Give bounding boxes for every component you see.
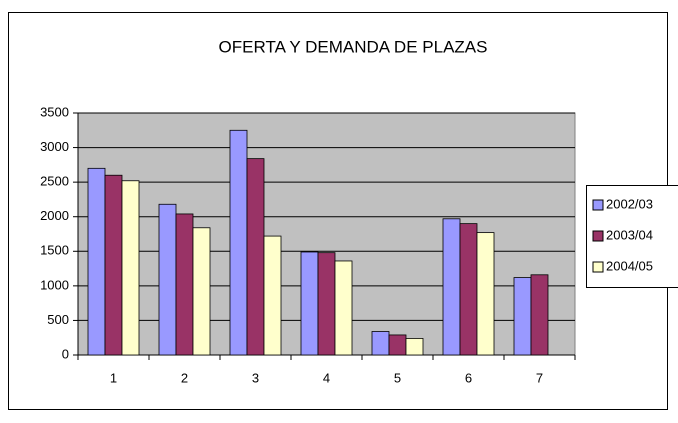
bar <box>176 214 193 355</box>
bar <box>389 335 406 355</box>
y-tick-label: 2500 <box>40 174 69 189</box>
legend-label: 2003/04 <box>606 227 653 242</box>
y-tick-label: 1500 <box>40 243 69 258</box>
x-tick-label: 4 <box>323 370 330 385</box>
bar <box>88 168 105 355</box>
x-tick-label: 3 <box>252 370 259 385</box>
bar <box>514 278 531 355</box>
y-tick-label: 3500 <box>40 104 69 119</box>
x-tick-label: 6 <box>465 370 472 385</box>
legend-swatch <box>593 262 603 272</box>
bar <box>105 175 122 355</box>
legend-label: 2004/05 <box>606 258 653 273</box>
bar <box>230 130 247 355</box>
x-tick-label: 7 <box>536 370 543 385</box>
chart-title: OFERTA Y DEMANDA DE PLAZAS <box>219 37 488 56</box>
x-tick-label: 5 <box>394 370 401 385</box>
bar <box>301 252 318 355</box>
bar <box>460 224 477 355</box>
x-tick-label: 2 <box>181 370 188 385</box>
y-tick-label: 1000 <box>40 277 69 292</box>
bar <box>122 181 139 355</box>
bar <box>531 275 548 355</box>
bar <box>318 253 335 355</box>
bar <box>406 338 423 355</box>
y-tick-label: 3000 <box>40 139 69 154</box>
bar <box>372 331 389 355</box>
legend-swatch <box>593 200 603 210</box>
y-tick-label: 500 <box>47 312 69 327</box>
x-tick-label: 1 <box>110 370 117 385</box>
bar <box>193 228 210 355</box>
bar <box>335 261 352 355</box>
y-tick-label: 0 <box>62 346 69 361</box>
y-tick-label: 2000 <box>40 208 69 223</box>
bar <box>477 233 494 355</box>
legend-swatch <box>593 231 603 241</box>
bar <box>247 159 264 355</box>
bar <box>159 204 176 355</box>
bar <box>264 236 281 355</box>
bar <box>443 219 460 355</box>
legend-label: 2002/03 <box>606 196 653 211</box>
